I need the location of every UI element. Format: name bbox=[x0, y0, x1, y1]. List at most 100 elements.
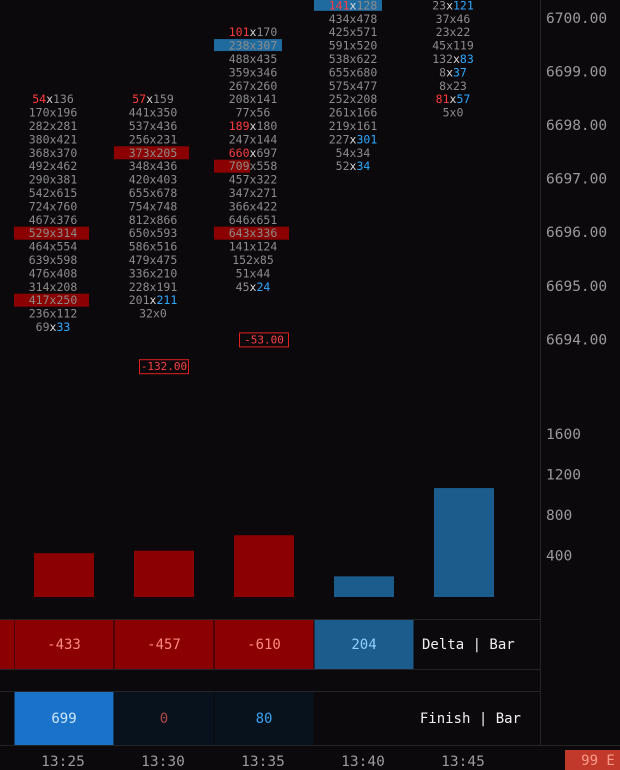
footprint-cell: 420x403 bbox=[129, 172, 178, 186]
ask-volume: 46 bbox=[456, 11, 470, 25]
separator: x bbox=[250, 105, 257, 119]
ask-volume: 211 bbox=[156, 293, 177, 307]
ask-volume: 408 bbox=[56, 266, 77, 280]
bid-volume: 812 bbox=[129, 212, 150, 226]
bid-volume: 8 bbox=[439, 78, 446, 92]
footprint-cell: 208x141 bbox=[229, 92, 278, 106]
bid-volume: 542 bbox=[29, 185, 50, 199]
ask-volume: 170 bbox=[256, 25, 277, 39]
ask-volume: 250 bbox=[56, 293, 77, 307]
ask-volume: 0 bbox=[160, 306, 167, 320]
bid-volume: 537 bbox=[129, 118, 150, 132]
separator: x bbox=[50, 105, 57, 119]
bid-volume: 754 bbox=[129, 199, 150, 213]
ask-volume: 520 bbox=[356, 38, 377, 52]
bar bbox=[334, 576, 394, 597]
separator: x bbox=[50, 319, 57, 333]
footprint-cell: 457x322 bbox=[229, 172, 278, 186]
bid-volume: 69 bbox=[36, 319, 50, 333]
ask-volume: 141 bbox=[256, 92, 277, 106]
separator: x bbox=[153, 306, 160, 320]
ask-volume: 112 bbox=[56, 306, 77, 320]
footprint-cell: 238x307 bbox=[229, 38, 278, 52]
separator: x bbox=[50, 172, 57, 186]
delta-value: -610 bbox=[247, 637, 281, 653]
footprint-cell: 8x37 bbox=[439, 65, 467, 79]
separator: x bbox=[150, 105, 157, 119]
bid-volume: 591 bbox=[329, 38, 350, 52]
footprint-cell: 464x554 bbox=[29, 239, 78, 253]
ask-volume: 34 bbox=[356, 159, 370, 173]
ask-volume: 462 bbox=[56, 159, 77, 173]
imbalance-bg bbox=[214, 39, 282, 52]
footprint-cell: 256x231 bbox=[129, 132, 178, 146]
bar bbox=[134, 550, 194, 597]
delta-marker: -132.00 bbox=[141, 360, 187, 373]
bid-volume: 141 bbox=[229, 239, 250, 253]
footprint-cell: 643x336 bbox=[229, 226, 278, 240]
bid-volume: 529 bbox=[29, 226, 50, 240]
finish-value: 0 bbox=[160, 711, 168, 727]
footprint-cell: 57x159 bbox=[132, 92, 174, 106]
ask-volume: 208 bbox=[56, 279, 77, 293]
footprint-cell: 347x271 bbox=[229, 185, 278, 199]
separator: x bbox=[50, 239, 57, 253]
separator: x bbox=[250, 51, 257, 65]
separator: x bbox=[350, 11, 357, 25]
bid-volume: 45 bbox=[432, 38, 446, 52]
bid-volume: 380 bbox=[29, 132, 50, 146]
ask-volume: 271 bbox=[256, 185, 277, 199]
separator: x bbox=[250, 65, 257, 79]
bid-volume: 348 bbox=[129, 159, 150, 173]
ask-volume: 44 bbox=[256, 266, 270, 280]
ask-volume: 571 bbox=[356, 25, 377, 39]
separator: x bbox=[146, 92, 153, 106]
bid-volume: 434 bbox=[329, 11, 350, 25]
separator: x bbox=[150, 293, 157, 307]
separator: x bbox=[350, 25, 357, 39]
bid-volume: 54 bbox=[336, 145, 350, 159]
finish-value: 699 bbox=[51, 711, 76, 727]
footprint-cell: 380x421 bbox=[29, 132, 78, 146]
ask-volume: 34 bbox=[356, 145, 370, 159]
ask-volume: 166 bbox=[356, 105, 377, 119]
ask-volume: 128 bbox=[356, 0, 377, 12]
footprint-cell: 201x211 bbox=[129, 293, 178, 307]
finish-value: 80 bbox=[256, 711, 273, 727]
imbalance-bg bbox=[214, 226, 289, 240]
ask-volume: 558 bbox=[256, 159, 277, 173]
bid-volume: 586 bbox=[129, 239, 150, 253]
separator: x bbox=[450, 105, 457, 119]
footprint-cell: 655x680 bbox=[329, 65, 378, 79]
bid-volume: 77 bbox=[236, 105, 250, 119]
separator: x bbox=[250, 185, 257, 199]
ask-volume: 136 bbox=[53, 92, 74, 106]
footprint-cell: 538x622 bbox=[329, 51, 378, 65]
footprint-cell: 219x161 bbox=[329, 118, 378, 132]
footprint-cell: 247x144 bbox=[229, 132, 278, 146]
footprint-cell: 81x57 bbox=[436, 92, 471, 106]
separator: x bbox=[350, 132, 357, 146]
ask-volume: 598 bbox=[56, 252, 77, 266]
footprint-cell: 434x478 bbox=[329, 11, 378, 25]
delta-marker-box bbox=[239, 332, 289, 348]
ask-volume: 281 bbox=[56, 118, 77, 132]
footprint-cell: 812x866 bbox=[129, 212, 178, 226]
footprint-cell: 45x119 bbox=[432, 38, 474, 52]
bid-volume: 336 bbox=[129, 266, 150, 280]
separator: x bbox=[150, 118, 157, 132]
ask-volume: 205 bbox=[156, 145, 177, 159]
ask-volume: 208 bbox=[356, 92, 377, 106]
ask-volume: 57 bbox=[456, 92, 470, 106]
ask-volume: 760 bbox=[56, 199, 77, 213]
corner-badge-bg bbox=[565, 750, 620, 770]
separator: x bbox=[350, 92, 357, 106]
separator: x bbox=[450, 11, 457, 25]
ask-volume: 435 bbox=[256, 51, 277, 65]
footprint-cell: 23x121 bbox=[432, 0, 474, 12]
price-tick-label: 6700.00 bbox=[546, 11, 607, 27]
bid-volume: 575 bbox=[329, 78, 350, 92]
separator: x bbox=[50, 306, 57, 320]
bid-volume: 282 bbox=[29, 118, 50, 132]
